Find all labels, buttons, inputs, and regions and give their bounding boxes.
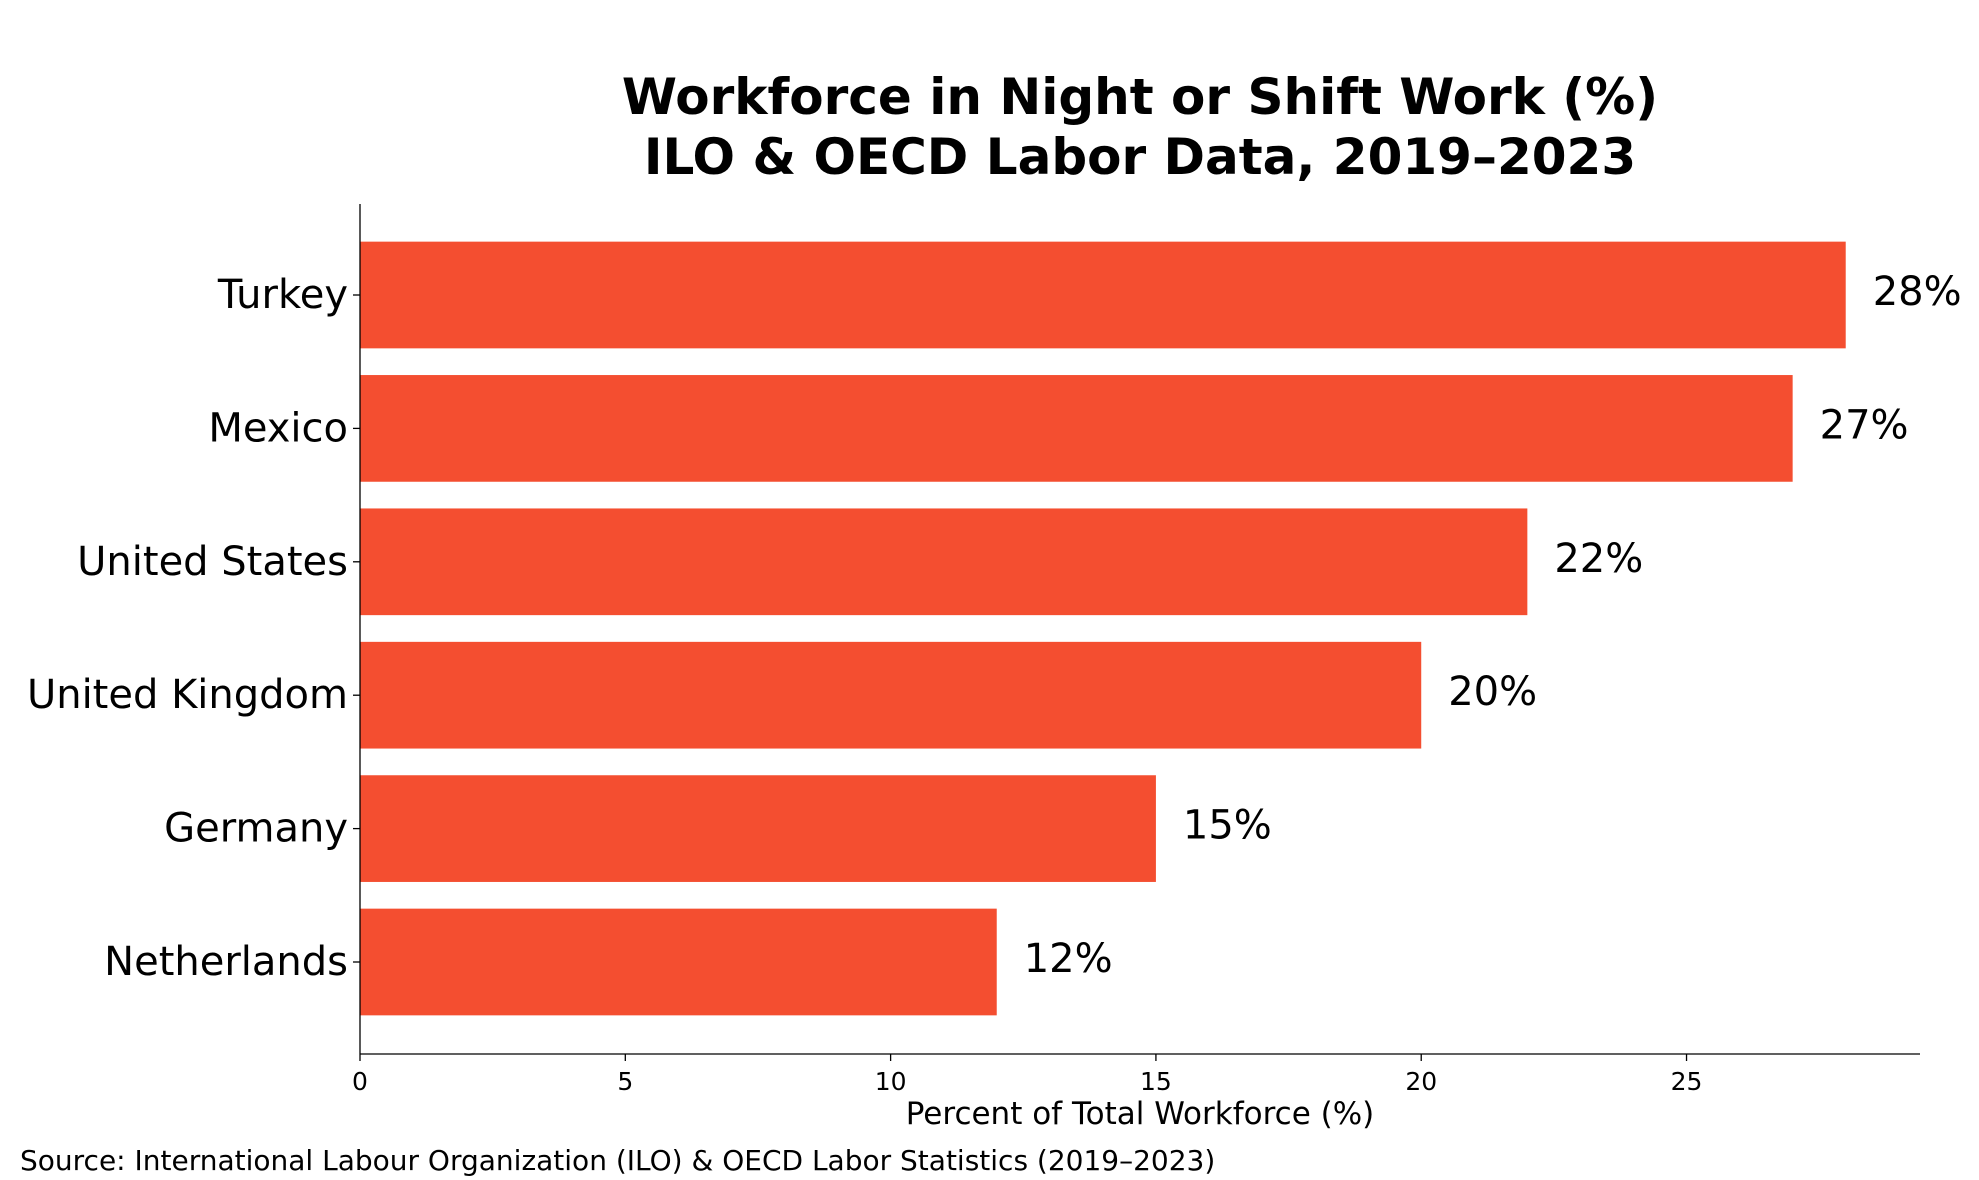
bar-2 <box>360 508 1528 616</box>
x-axis-label: Percent of Total Workforce (%) <box>906 1096 1375 1132</box>
value-label: 22% <box>1554 536 1643 582</box>
value-label: 27% <box>1820 402 1909 448</box>
value-label: 20% <box>1448 669 1537 715</box>
bar-1 <box>360 375 1793 482</box>
category-label: Netherlands <box>104 939 348 985</box>
value-label: 28% <box>1873 269 1962 315</box>
x-tick-label: 10 <box>875 1067 907 1096</box>
bar-5 <box>360 908 997 1016</box>
category-label: Turkey <box>217 272 348 318</box>
x-axis-ticks: 0 5 10 15 20 25 <box>352 1054 1702 1096</box>
category-label: United States <box>77 539 348 585</box>
chart-title: Workforce in Night or Shift Work (%) <box>622 68 1658 126</box>
value-label: 15% <box>1183 803 1272 849</box>
x-tick-label: 15 <box>1140 1067 1172 1096</box>
bar-4 <box>360 775 1156 882</box>
category-label: Germany <box>164 806 348 852</box>
bar-3 <box>360 641 1422 749</box>
x-tick-label: 5 <box>617 1067 633 1096</box>
category-label: Mexico <box>208 405 348 451</box>
bars-group <box>360 241 1846 1016</box>
bar-0 <box>360 241 1846 349</box>
x-tick-label: 20 <box>1405 1067 1437 1096</box>
value-labels: 28% 27% 22% 20% 15% 12% <box>1024 269 1962 982</box>
category-label: United Kingdom <box>27 672 348 718</box>
x-tick-label: 25 <box>1671 1067 1703 1096</box>
x-tick-label: 0 <box>352 1067 368 1096</box>
value-label: 12% <box>1024 936 1113 982</box>
category-labels: Turkey Mexico United States United Kingdom G… <box>27 272 360 985</box>
chart-subtitle: ILO & OECD Labor Data, 2019–2023 <box>644 128 1636 186</box>
source-note: Source: International Labour Organizatio… <box>20 1144 1215 1177</box>
